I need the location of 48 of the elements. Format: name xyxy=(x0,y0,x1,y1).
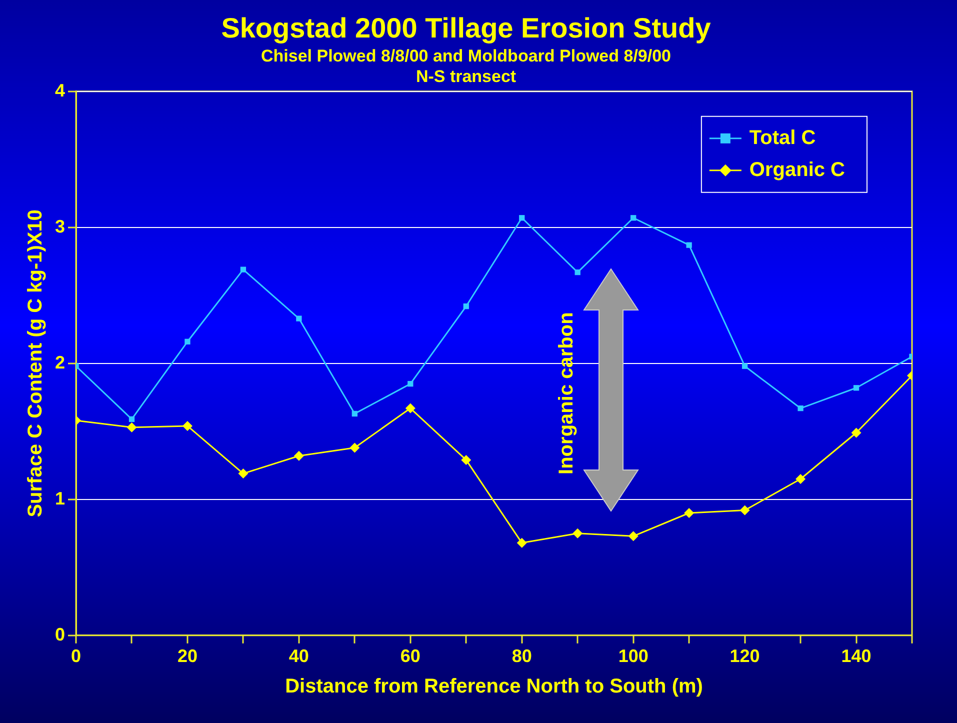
point xyxy=(294,450,304,461)
point xyxy=(296,316,302,322)
point xyxy=(126,422,137,432)
point xyxy=(516,538,527,548)
point xyxy=(684,508,694,518)
point xyxy=(184,338,190,344)
point xyxy=(740,505,750,516)
point xyxy=(461,454,472,465)
y-tick-label: 3 xyxy=(54,216,66,236)
point xyxy=(352,410,358,417)
legend-label: Organic C xyxy=(749,158,845,181)
x-tick-label: 100 xyxy=(618,646,648,666)
y-axis-title: Surface C Content (g C kg-1)X10 xyxy=(24,209,47,518)
annotation: Inorganic carbon xyxy=(555,312,578,474)
point xyxy=(796,474,806,484)
point xyxy=(519,215,525,221)
chart-title: Skogstad 2000 Tillage Erosion Study xyxy=(221,12,712,44)
point xyxy=(574,269,580,276)
point xyxy=(853,385,860,391)
y-tick-label: 4 xyxy=(54,80,66,100)
point xyxy=(405,403,416,414)
point xyxy=(408,380,414,387)
y-tick-label: 2 xyxy=(54,352,66,372)
point xyxy=(628,531,638,542)
x-tick-label: 80 xyxy=(512,646,532,666)
chart-subtitle: Chisel Plowed 8/8/00 and Moldboard Plowed 8/9/00 N-S transect xyxy=(260,46,672,86)
point xyxy=(463,303,469,310)
point xyxy=(238,468,248,479)
point xyxy=(572,528,583,538)
point xyxy=(798,405,804,412)
point xyxy=(851,428,862,438)
x-tick-label: 120 xyxy=(730,646,760,666)
y-tick-label: 0 xyxy=(54,624,66,644)
point xyxy=(350,442,360,453)
x-tick-label: 20 xyxy=(177,646,198,666)
point xyxy=(742,363,748,369)
point xyxy=(240,266,246,272)
x-tick-label: 60 xyxy=(400,646,420,666)
point xyxy=(128,416,135,422)
legend-label: Total C xyxy=(749,126,816,149)
point xyxy=(182,420,192,431)
x-tick-label: 140 xyxy=(841,646,872,666)
y-tick-label: 1 xyxy=(54,488,66,508)
x-axis-title: Distance from Reference North to South (m) xyxy=(285,676,703,698)
x-tick-label: 0 xyxy=(71,646,82,666)
point xyxy=(630,215,636,221)
x-tick-label: 40 xyxy=(288,646,309,666)
point xyxy=(686,242,692,248)
